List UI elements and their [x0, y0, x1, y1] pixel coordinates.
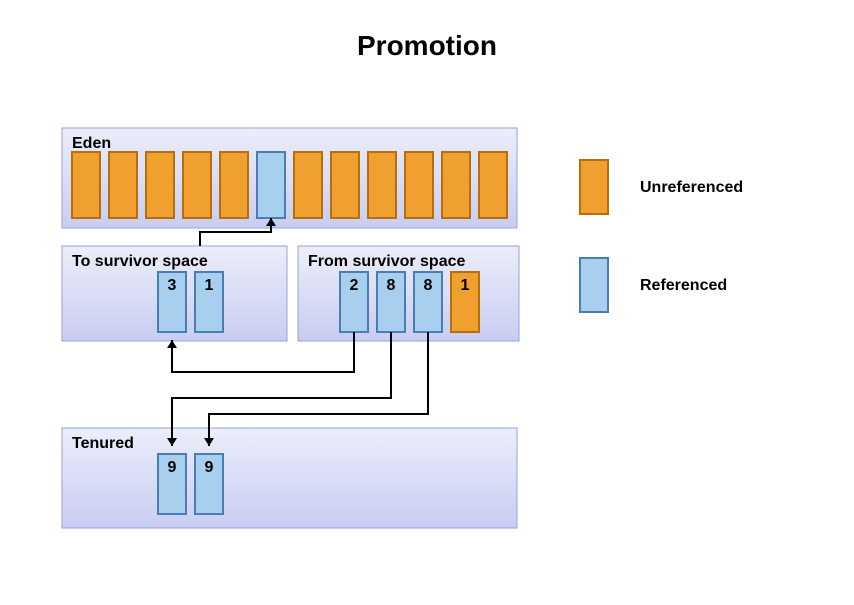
- eden-cell: [220, 152, 248, 218]
- tenured-cell-label: 9: [205, 459, 214, 476]
- from-survivor-cell: 2: [340, 272, 368, 332]
- eden-cell: [442, 152, 470, 218]
- from-survivor-cell-label: 8: [424, 277, 433, 294]
- region-eden-label: Eden: [72, 135, 111, 152]
- eden-cell: [183, 152, 211, 218]
- tenured-cell: 9: [158, 454, 186, 514]
- eden-cell: [257, 152, 285, 218]
- tenured-cell-label: 9: [168, 459, 177, 476]
- from-survivor-cell-label: 1: [461, 277, 470, 294]
- from-survivor-cell-label: 2: [350, 277, 359, 294]
- legend-label: Unreferenced: [640, 179, 743, 196]
- region-from: From survivor space: [298, 246, 519, 341]
- from-survivor-cell: 1: [451, 272, 479, 332]
- eden-cell: [294, 152, 322, 218]
- from-survivor-cell: 8: [377, 272, 405, 332]
- legend-swatch: [580, 160, 608, 214]
- region-to-label: To survivor space: [72, 253, 208, 270]
- to-survivor-cell: 3: [158, 272, 186, 332]
- eden-cell: [146, 152, 174, 218]
- to-survivor-cell-label: 3: [168, 277, 177, 294]
- legend-swatch: [580, 258, 608, 312]
- eden-cell: [479, 152, 507, 218]
- to-survivor-cell: 1: [195, 272, 223, 332]
- from-survivor-cell: 8: [414, 272, 442, 332]
- legend-label: Referenced: [640, 277, 727, 294]
- to-survivor-cell-label: 1: [205, 277, 214, 294]
- tenured-cell: 9: [195, 454, 223, 514]
- region-tenured-label: Tenured: [72, 435, 134, 452]
- region-tenured: Tenured: [62, 428, 517, 528]
- from-survivor-cell-label: 8: [387, 277, 396, 294]
- eden-cell: [331, 152, 359, 218]
- eden-cell: [72, 152, 100, 218]
- eden-cell: [368, 152, 396, 218]
- eden-cell: [109, 152, 137, 218]
- diagram-title: Promotion: [357, 30, 497, 61]
- eden-cell: [405, 152, 433, 218]
- region-from-label: From survivor space: [308, 253, 466, 270]
